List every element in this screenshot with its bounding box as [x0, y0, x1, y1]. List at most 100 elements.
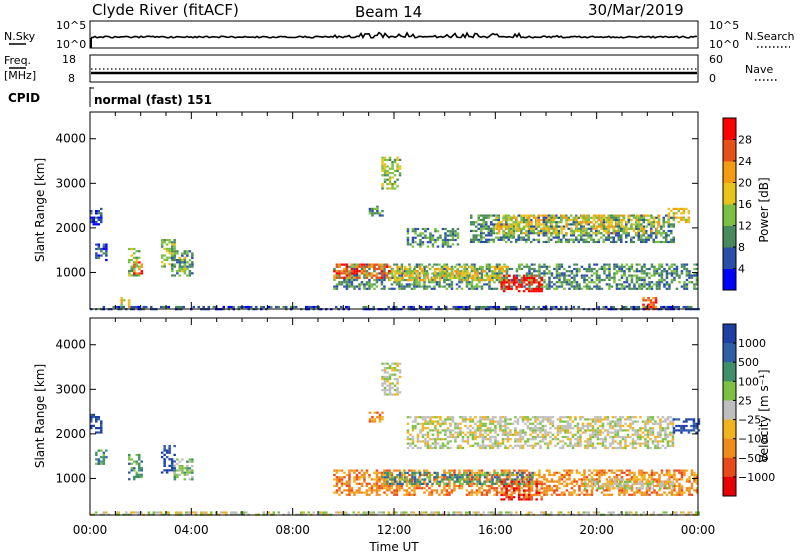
velocity-cell: [430, 491, 434, 494]
velocity-cell: [478, 480, 482, 483]
velocity-cell: [511, 474, 514, 477]
power-cell: [380, 265, 384, 268]
velocity-cell: [532, 493, 536, 497]
power-cell: [575, 227, 578, 230]
power-cell: [340, 305, 343, 309]
velocity-cell: [510, 485, 513, 488]
power-cell: [477, 234, 480, 237]
velocity-cell: [188, 471, 192, 474]
power-cell: [502, 238, 505, 241]
velocity-cell: [521, 482, 524, 485]
velocity-cell: [393, 489, 396, 492]
date-title: 30/Mar/2019: [588, 1, 684, 19]
velocity-cell: [267, 511, 270, 514]
power-cell: [95, 243, 98, 246]
power-cell: [500, 238, 503, 241]
power-cell: [426, 241, 430, 244]
velocity-cell: [577, 511, 580, 514]
velocity-cell: [419, 422, 422, 425]
power-cell: [602, 225, 605, 228]
power-cell: [540, 290, 543, 293]
velocity-cell: [690, 469, 694, 472]
power-cell: [548, 270, 551, 273]
velocity-cell: [608, 489, 611, 492]
velocity-cell: [424, 418, 427, 421]
power-cell: [640, 276, 644, 279]
power-cell: [630, 218, 633, 222]
power-cell: [470, 263, 474, 266]
velocity-cell: [505, 476, 509, 479]
freq-panel: Freq. [MHz] 18 8 60 0 Nave: [4, 53, 778, 85]
velocity-cell: [644, 482, 647, 486]
power-cell: [423, 265, 426, 268]
velocity-cell: [343, 471, 346, 474]
velocity-cell: [383, 476, 387, 479]
power-cell: [381, 174, 384, 177]
velocity-cell: [424, 433, 427, 436]
velocity-cell: [448, 469, 451, 472]
velocity-cell: [480, 491, 484, 494]
power-cell: [522, 218, 525, 222]
power-cell: [381, 161, 384, 164]
velocity-cell: [575, 493, 579, 496]
power-cell: [493, 287, 496, 290]
power-cell: [697, 308, 700, 311]
power-cell: [440, 285, 444, 288]
power-cell: [617, 216, 621, 219]
power-cell: [500, 236, 503, 239]
velocity-cell: [433, 471, 437, 474]
power-cell: [525, 223, 528, 226]
power-cell: [485, 238, 488, 241]
velocity-cell: [480, 469, 484, 472]
power-cell: [498, 263, 501, 266]
power-cell: [625, 278, 629, 282]
power-cell: [135, 258, 138, 262]
velocity-cell: [605, 493, 609, 496]
station-title: Clyde River (fitACF): [92, 1, 239, 19]
velocity-cell: [435, 491, 439, 494]
velocity-cell: [90, 420, 93, 423]
power-cell: [665, 274, 669, 277]
power-cell: [570, 238, 573, 241]
power-cell: [590, 267, 594, 271]
power-cell: [542, 229, 546, 233]
power-cell: [607, 225, 611, 228]
power-cell: [181, 265, 184, 268]
power-cell: [317, 305, 320, 309]
power-cell: [670, 305, 673, 309]
power-cell: [497, 214, 500, 217]
velocity-cell: [548, 489, 551, 492]
power-cell: [630, 263, 634, 266]
velocity-cell: [619, 482, 622, 486]
power-cell: [138, 250, 141, 253]
power-cell: [560, 240, 563, 244]
power-cell: [622, 218, 626, 222]
power-cell: [603, 278, 606, 282]
power-cell: [188, 274, 192, 277]
freq-frame: [89, 54, 699, 83]
power-cell: [92, 223, 95, 226]
power-cell: [540, 279, 543, 282]
power-cell: [660, 225, 663, 228]
power-cell: [558, 267, 561, 271]
power-cell: [518, 267, 521, 271]
velocity-cell: [163, 460, 166, 463]
power-cell: [517, 214, 520, 217]
power-cell: [425, 285, 429, 288]
power-cell: [472, 223, 475, 226]
power-cell: [650, 232, 653, 235]
velocity-cell: [550, 480, 554, 483]
power-cell: [183, 272, 187, 275]
velocity-cell: [586, 482, 589, 486]
velocity-cell: [453, 471, 456, 474]
power-cell: [495, 227, 498, 230]
power-cell: [565, 283, 569, 286]
velocity-cell: [363, 476, 366, 479]
velocity-cell: [669, 482, 672, 486]
power-cell: [130, 247, 133, 251]
velocity-cell: [590, 476, 594, 479]
velocity-cell: [140, 460, 143, 463]
velocity-cell: [619, 478, 622, 481]
velocity-cell: [525, 478, 529, 481]
velocity-cell: [490, 484, 494, 488]
